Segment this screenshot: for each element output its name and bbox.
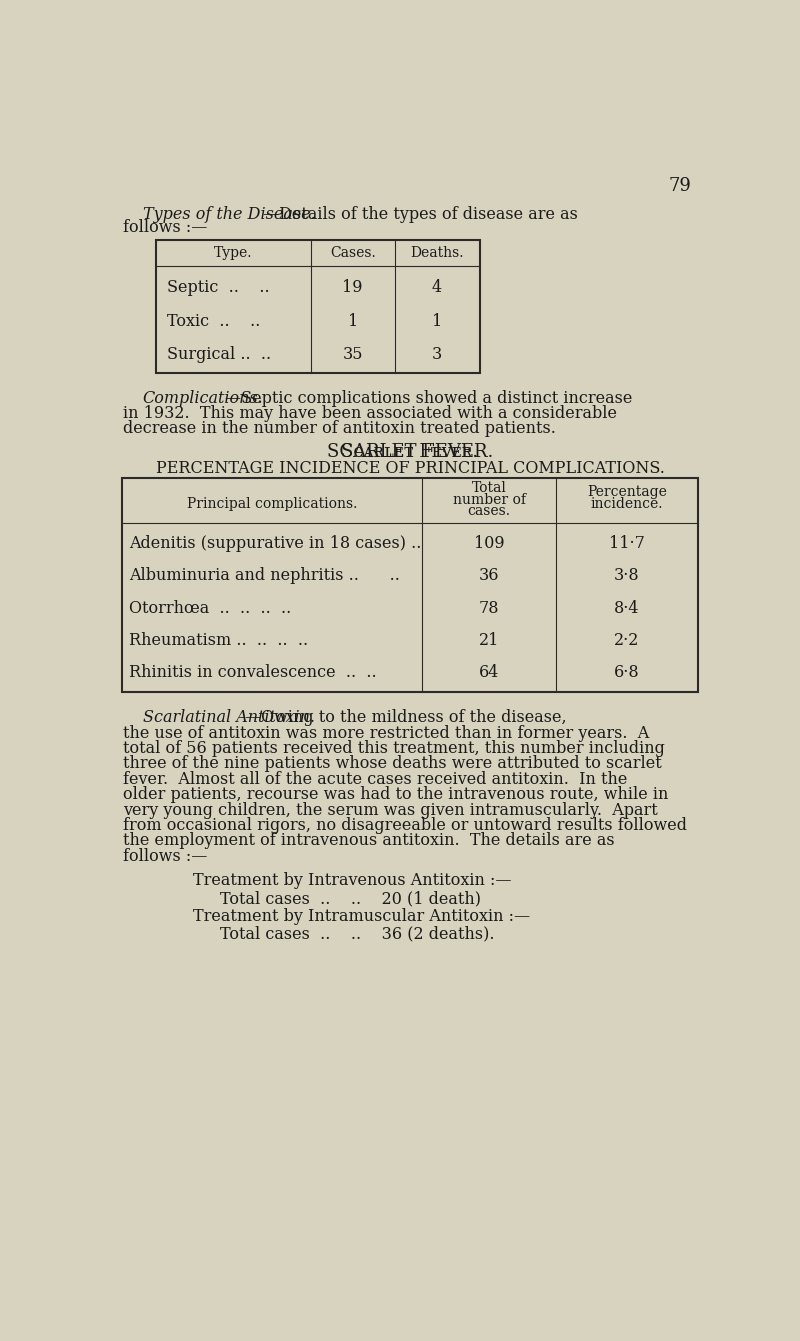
Text: Albuminuria and nephritis ..      ..: Albuminuria and nephritis .. .. bbox=[130, 567, 400, 585]
Text: —Owing to the mildness of the disease,: —Owing to the mildness of the disease, bbox=[245, 709, 566, 727]
Text: 64: 64 bbox=[479, 665, 499, 681]
Text: 8·4: 8·4 bbox=[614, 599, 640, 617]
Text: older patients, recourse was had to the intravenous route, while in: older patients, recourse was had to the … bbox=[123, 786, 669, 803]
Text: Types of the Disease.: Types of the Disease. bbox=[142, 205, 315, 223]
Text: 109: 109 bbox=[474, 535, 504, 552]
Text: 19: 19 bbox=[342, 279, 363, 296]
Text: follows :—: follows :— bbox=[123, 848, 208, 865]
Text: fever.  Almost all of the acute cases received antitoxin.  In the: fever. Almost all of the acute cases rec… bbox=[123, 771, 628, 787]
Text: Cases.: Cases. bbox=[330, 245, 375, 260]
Text: Type.: Type. bbox=[214, 245, 253, 260]
Text: total of 56 patients received this treatment, this number including: total of 56 patients received this treat… bbox=[123, 740, 665, 756]
Text: from occasional rigors, no disagreeable or untoward results followed: from occasional rigors, no disagreeable … bbox=[123, 817, 687, 834]
Text: Rhinitis in convalescence  ..  ..: Rhinitis in convalescence .. .. bbox=[130, 665, 377, 681]
Text: Total cases  ..    ..    36 (2 deaths).: Total cases .. .. 36 (2 deaths). bbox=[220, 925, 494, 943]
Text: Otorrhœa  ..  ..  ..  ..: Otorrhœa .. .. .. .. bbox=[130, 599, 292, 617]
Text: Principal complications.: Principal complications. bbox=[187, 496, 358, 511]
Text: very young children, the serum was given intramuscularly.  Apart: very young children, the serum was given… bbox=[123, 802, 658, 818]
Text: 1: 1 bbox=[347, 312, 358, 330]
Text: SCARLET FEVER.: SCARLET FEVER. bbox=[327, 443, 493, 461]
Text: Toxic  ..    ..: Toxic .. .. bbox=[166, 312, 260, 330]
Text: in 1932.  This may have been associated with a considerable: in 1932. This may have been associated w… bbox=[123, 405, 618, 422]
Text: 79: 79 bbox=[668, 177, 691, 194]
Text: 4: 4 bbox=[432, 279, 442, 296]
Text: Adenitis (suppurative in 18 cases) ..: Adenitis (suppurative in 18 cases) .. bbox=[130, 535, 422, 552]
Text: 3·8: 3·8 bbox=[614, 567, 640, 585]
Text: three of the nine patients whose deaths were attributed to scarlet: three of the nine patients whose deaths … bbox=[123, 755, 662, 772]
Text: Rheumatism ..  ..  ..  ..: Rheumatism .. .. .. .. bbox=[130, 632, 309, 649]
Text: Surgical ..  ..: Surgical .. .. bbox=[166, 346, 270, 363]
Text: incidence.: incidence. bbox=[590, 498, 663, 511]
Text: Total: Total bbox=[472, 481, 506, 495]
Text: Total cases  ..    ..    20 (1 death): Total cases .. .. 20 (1 death) bbox=[220, 890, 481, 907]
Text: 21: 21 bbox=[479, 632, 499, 649]
Bar bbox=[122, 479, 698, 692]
Text: 11·7: 11·7 bbox=[609, 535, 645, 552]
Text: 2·2: 2·2 bbox=[614, 632, 640, 649]
Text: Treatment by Intramuscular Antitoxin :—: Treatment by Intramuscular Antitoxin :— bbox=[193, 908, 530, 925]
Text: decrease in the number of antitoxin treated patients.: decrease in the number of antitoxin trea… bbox=[123, 420, 556, 437]
Text: 1: 1 bbox=[432, 312, 442, 330]
Text: the employment of intravenous antitoxin.  The details are as: the employment of intravenous antitoxin.… bbox=[123, 833, 615, 849]
Text: Deaths.: Deaths. bbox=[410, 245, 464, 260]
Text: 3: 3 bbox=[432, 346, 442, 363]
Text: Septic  ..    ..: Septic .. .. bbox=[166, 279, 270, 296]
Text: 6·8: 6·8 bbox=[614, 665, 640, 681]
Text: —Details of the types of disease are as: —Details of the types of disease are as bbox=[262, 205, 578, 223]
Text: 35: 35 bbox=[342, 346, 363, 363]
Text: PERCENTAGE INCIDENCE OF PRINCIPAL COMPLICATIONS.: PERCENTAGE INCIDENCE OF PRINCIPAL COMPLI… bbox=[155, 460, 665, 476]
Text: 36: 36 bbox=[478, 567, 499, 585]
Text: the use of antitoxin was more restricted than in former years.  A: the use of antitoxin was more restricted… bbox=[123, 724, 650, 742]
Text: Sᴄᴀʀʟᴇᴛ Fᴇᴠᴇʀ.: Sᴄᴀʀʟᴇᴛ Fᴇᴠᴇʀ. bbox=[342, 443, 478, 461]
Text: follows :—: follows :— bbox=[123, 220, 208, 236]
Text: Scarlatinal Antitoxin.: Scarlatinal Antitoxin. bbox=[142, 709, 314, 727]
Text: 78: 78 bbox=[478, 599, 499, 617]
Text: Complications.: Complications. bbox=[142, 390, 263, 408]
Bar bbox=[156, 240, 480, 373]
Text: cases.: cases. bbox=[467, 504, 510, 518]
Text: number of: number of bbox=[453, 492, 526, 507]
Text: —Septic complications showed a distinct increase: —Septic complications showed a distinct … bbox=[225, 390, 632, 408]
Text: Treatment by Intravenous Antitoxin :—: Treatment by Intravenous Antitoxin :— bbox=[193, 873, 511, 889]
Text: Percentage: Percentage bbox=[587, 485, 667, 499]
